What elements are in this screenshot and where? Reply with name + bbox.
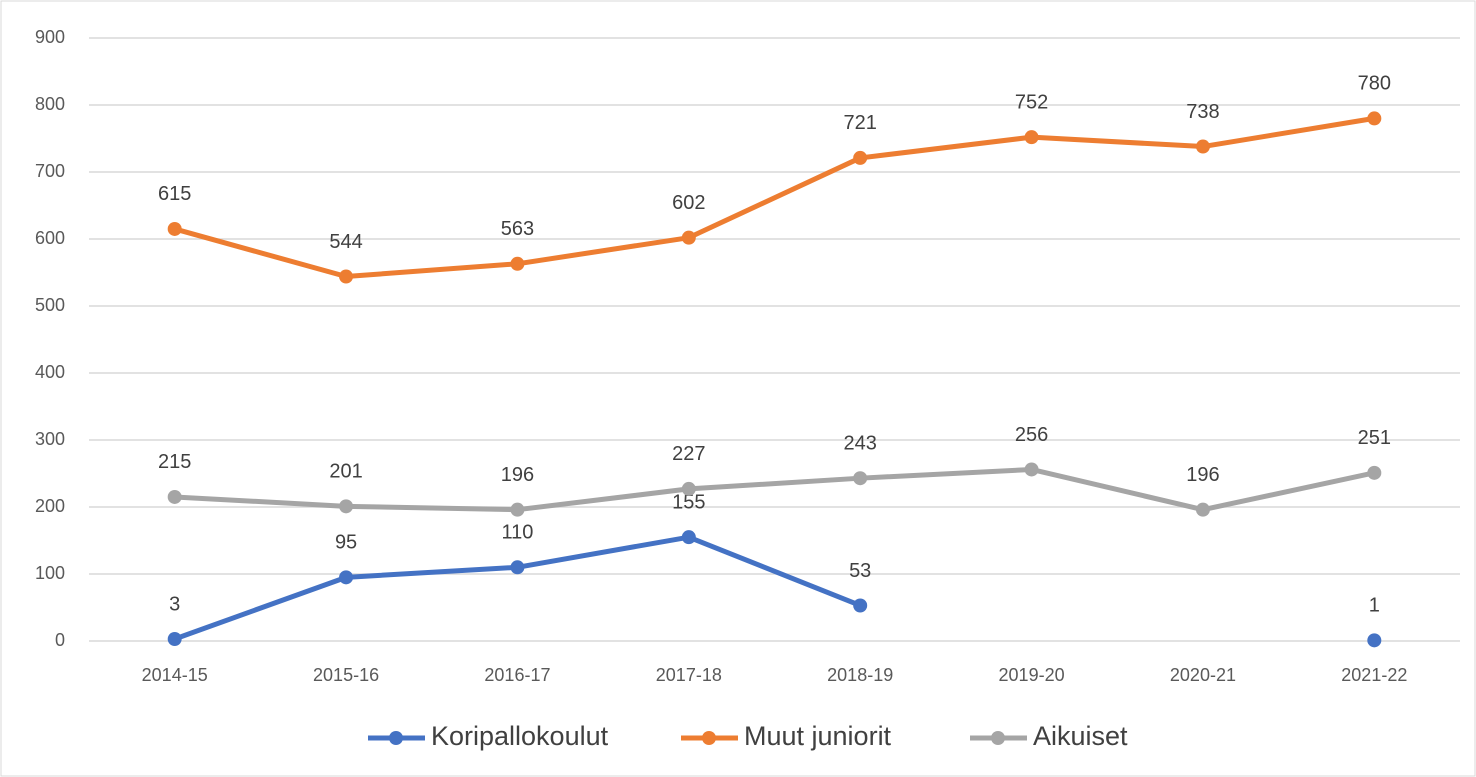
legend-marker <box>991 731 1005 745</box>
point <box>853 598 868 613</box>
data-label: 201 <box>329 461 362 483</box>
data-label: 615 <box>158 183 191 205</box>
point <box>1367 111 1382 126</box>
data-label: 602 <box>672 192 705 214</box>
point <box>681 230 696 245</box>
data-label: 738 <box>1186 101 1219 123</box>
data-label: 1 <box>1369 595 1380 617</box>
x-tick-label: 2020-21 <box>1170 665 1236 685</box>
data-label: 227 <box>672 443 705 465</box>
data-label: 95 <box>335 532 357 554</box>
x-tick-label: 2017-18 <box>656 665 722 685</box>
x-tick-label: 2014-15 <box>142 665 208 685</box>
y-tick-label: 800 <box>35 94 65 114</box>
y-tick-label: 300 <box>35 429 65 449</box>
data-label: 196 <box>501 464 534 486</box>
legend-label: Muut juniorit <box>744 721 892 751</box>
point <box>510 502 525 517</box>
data-label: 196 <box>1186 464 1219 486</box>
point <box>167 631 182 646</box>
data-label: 721 <box>844 112 877 134</box>
data-label: 752 <box>1015 91 1048 113</box>
point <box>681 481 696 496</box>
data-label: 243 <box>844 432 877 454</box>
data-label: 563 <box>501 218 534 240</box>
y-tick-label: 0 <box>55 630 65 650</box>
legend-label: Koripallokoulut <box>431 721 609 751</box>
point <box>1195 502 1210 517</box>
series-line <box>172 466 1377 513</box>
point <box>853 471 868 486</box>
point <box>510 256 525 271</box>
x-tick-label: 2018-19 <box>827 665 893 685</box>
data-label: 53 <box>849 560 871 582</box>
point <box>1024 462 1039 477</box>
point <box>1367 465 1382 480</box>
y-tick-label: 700 <box>35 161 65 181</box>
legend-marker <box>702 731 716 745</box>
data-label: 780 <box>1358 73 1391 95</box>
point <box>1367 633 1382 648</box>
point <box>167 221 182 236</box>
data-label: 110 <box>501 522 533 544</box>
y-tick-label: 400 <box>35 362 65 382</box>
point <box>1195 139 1210 154</box>
y-tick-label: 200 <box>35 496 65 516</box>
point <box>853 150 868 165</box>
data-label: 256 <box>1015 424 1048 446</box>
point <box>339 269 354 284</box>
point <box>1024 130 1039 145</box>
point <box>339 570 354 585</box>
y-tick-label: 900 <box>35 27 65 47</box>
legend-marker <box>389 731 403 745</box>
point <box>681 530 696 545</box>
y-tick-label: 500 <box>35 295 65 315</box>
series-line <box>172 115 1377 280</box>
x-tick-label: 2015-16 <box>313 665 379 685</box>
data-label: 544 <box>329 231 362 253</box>
point <box>339 499 354 514</box>
data-label: 3 <box>169 593 180 615</box>
legend-label: Aikuiset <box>1033 721 1128 751</box>
y-tick-label: 100 <box>35 563 65 583</box>
point <box>510 560 525 575</box>
x-tick-label: 2016-17 <box>484 665 550 685</box>
x-tick-label: 2019-20 <box>999 665 1065 685</box>
y-tick-label: 600 <box>35 228 65 248</box>
point <box>167 489 182 504</box>
data-label: 215 <box>158 451 191 473</box>
x-tick-label: 2021-22 <box>1341 665 1407 685</box>
data-label: 155 <box>672 491 705 513</box>
data-label: 251 <box>1358 427 1391 449</box>
